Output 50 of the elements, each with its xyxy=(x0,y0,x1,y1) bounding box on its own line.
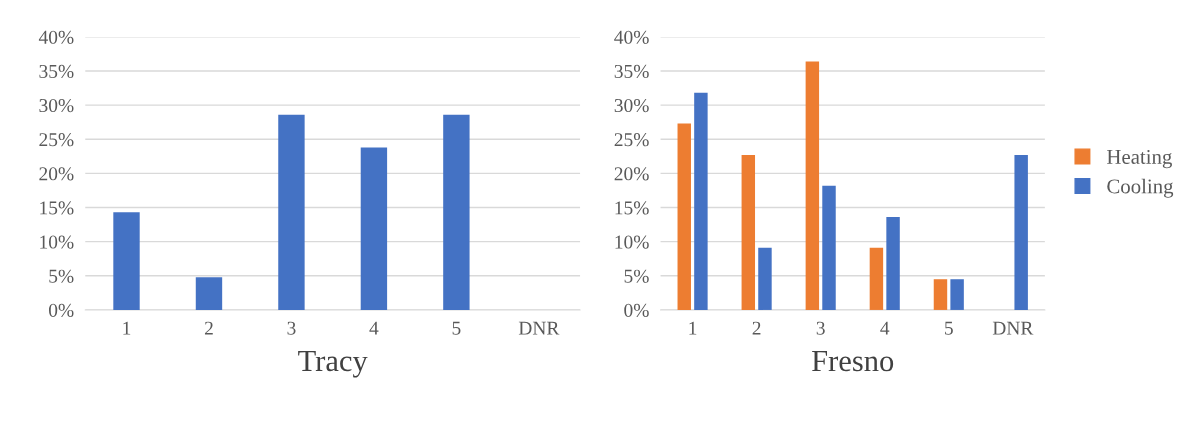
legend-label: Cooling xyxy=(1107,178,1174,198)
y-tick-label: 0% xyxy=(48,303,74,317)
text: Tracy xyxy=(298,350,368,378)
x-tick-label: 4 xyxy=(369,321,379,335)
bar xyxy=(950,279,964,310)
x-tick-label: 2 xyxy=(204,321,213,335)
bar xyxy=(694,92,708,310)
y-tick-label: 30% xyxy=(614,98,649,113)
y-tick-label: 35% xyxy=(614,64,649,79)
x-tick-label: 5 xyxy=(452,321,461,335)
y-tick-label: 20% xyxy=(39,167,74,181)
bar xyxy=(443,114,470,310)
y-tick-label: 15% xyxy=(40,201,74,215)
x-tick-label: 1 xyxy=(123,321,131,335)
y-tick-label: 40% xyxy=(614,30,649,44)
bar xyxy=(933,279,948,310)
y-tick-label: 5% xyxy=(49,269,74,283)
bar xyxy=(805,61,820,310)
bar xyxy=(360,147,388,310)
bar xyxy=(758,247,772,310)
text: Fresno xyxy=(812,350,894,372)
bar xyxy=(886,217,900,310)
legend-label: Heating xyxy=(1107,149,1172,169)
bar xyxy=(195,277,223,310)
y-tick-label: 30% xyxy=(39,98,74,113)
x-tick-label: DNR xyxy=(992,321,1034,335)
x-tick-label: 5 xyxy=(945,321,953,335)
bar xyxy=(741,154,756,310)
y-tick-label: 40% xyxy=(38,30,74,44)
y-tick-label: 20% xyxy=(614,167,649,181)
bar xyxy=(869,247,884,310)
x-tick-label: 2 xyxy=(752,321,761,335)
y-tick-label: 25% xyxy=(39,133,74,147)
x-tick-label: 3 xyxy=(816,321,825,335)
bar xyxy=(677,123,691,310)
bar xyxy=(278,114,305,310)
x-tick-label: 3 xyxy=(287,321,296,335)
y-tick-label: 10% xyxy=(615,235,649,249)
y-tick-label: 25% xyxy=(614,133,649,147)
y-tick-label: 0% xyxy=(624,303,649,317)
y-tick-label: 15% xyxy=(615,201,649,215)
y-tick-label: 35% xyxy=(39,64,74,79)
x-tick-label: 1 xyxy=(689,321,697,335)
bar xyxy=(113,212,140,310)
y-tick-label: 10% xyxy=(40,235,74,249)
bar xyxy=(822,185,836,310)
x-tick-label: 4 xyxy=(880,321,890,335)
y-tick-label: 5% xyxy=(624,269,649,283)
x-tick-label: DNR xyxy=(518,321,560,335)
bar xyxy=(1014,154,1028,310)
